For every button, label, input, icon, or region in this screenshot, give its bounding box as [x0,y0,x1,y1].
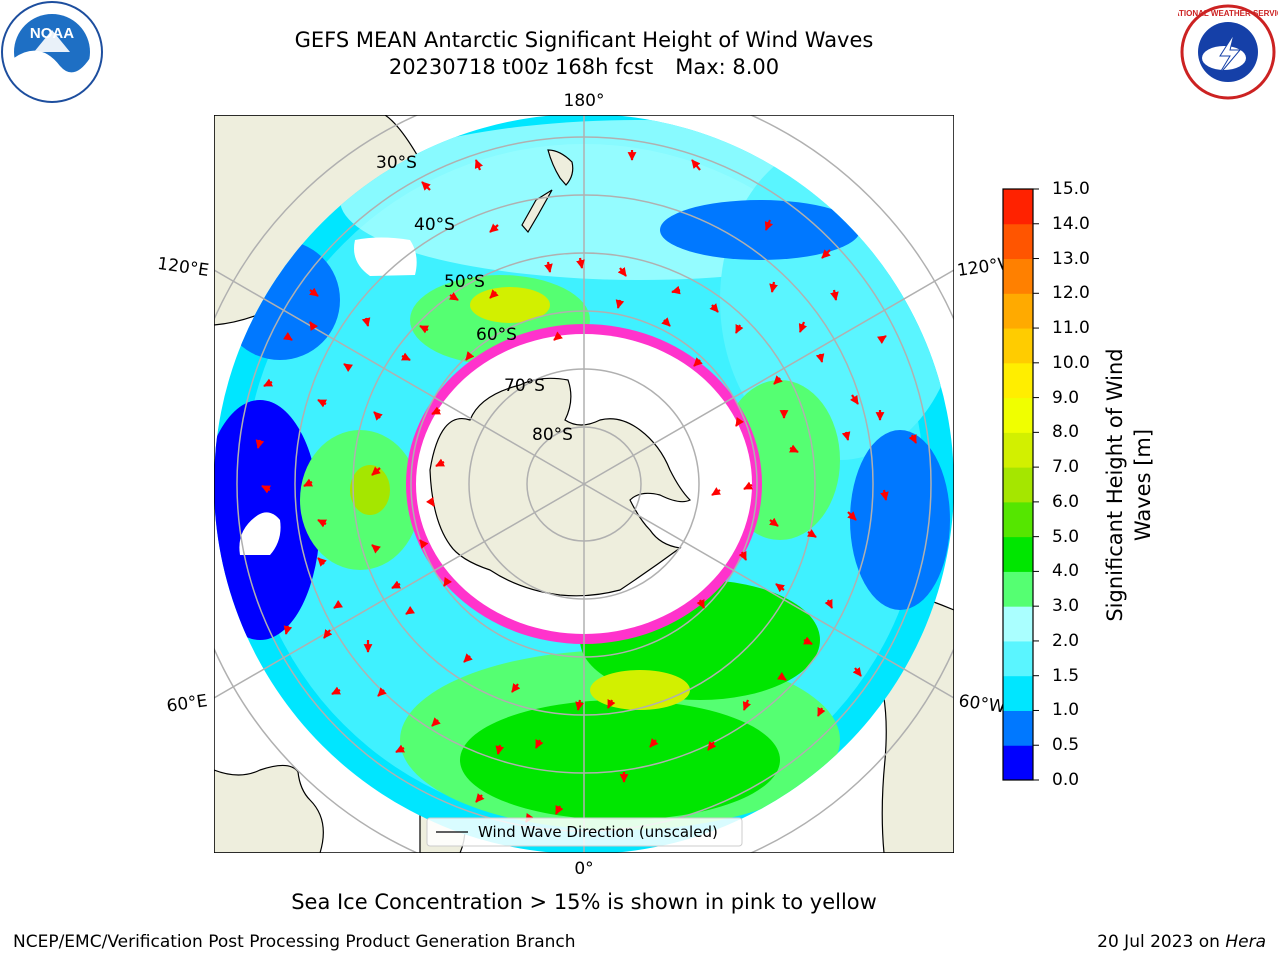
colorbar-segment [1003,467,1033,503]
colorbar-segment [1003,397,1033,433]
graticule [214,115,954,853]
colorbar-segment [1003,328,1033,364]
map-title: GEFS MEAN Antarctic Significant Height o… [294,28,874,52]
colorbar-segment [1003,258,1033,294]
map-subtitle: 20230718 t00z 168h fcst Max: 8.00 [214,53,954,81]
colorbar-segment [1003,571,1033,607]
nws-text: NATIONAL WEATHER SERVICE [1178,9,1278,18]
lat-label-70s: 70°S [504,376,545,396]
colorbar-tick-label: 8.0 [1052,422,1080,443]
land-africa [214,764,324,853]
colorbar-tick-label: 11.0 [1052,318,1090,339]
colorbar-tick-label: 2.0 [1052,630,1080,651]
run-host: Hera [1225,932,1266,952]
lat-label-60s: 60°S [476,325,517,345]
lat-label-50s: 50°S [444,272,485,292]
colorbar-segment [1003,293,1033,329]
colorbar-segment [1003,189,1033,225]
run-info: 20230718 t00z 168h fcst [388,55,654,79]
colorbar-tick-label: 0.0 [1052,770,1080,790]
producer-credit: NCEP/EMC/Verification Post Processing Pr… [13,932,576,952]
lon-label-60w: 60°W [957,691,1006,717]
noaa-text: NOAA [30,25,74,42]
run-date-text: 20 Jul 2023 on [1097,932,1220,952]
wind-wave-arrows [255,150,917,823]
colorbar-segment [1003,745,1033,781]
colorbar-segment [1003,710,1033,746]
colorbar-segment [1003,223,1033,260]
colorbar-tick-label: 15.0 [1052,179,1090,199]
colorbar-tick-label: 6.0 [1052,491,1080,512]
lat-label-30s: 30°S [376,153,417,173]
colorbar-tick-label: 1.0 [1052,700,1080,721]
nws-logo: NATIONAL WEATHER SERVICE [1178,4,1278,100]
colorbar-tick-label: 13.0 [1052,248,1090,269]
sea-ice-caption: Sea Ice Concentration > 15% is shown in … [291,890,877,914]
colorbar-segment [1003,536,1033,572]
colorbar-tick-label: 7.0 [1052,457,1080,478]
lon-label-0: 0° [574,859,593,879]
colorbar-label: Significant Height of Wind Waves [m] [1103,348,1155,622]
lon-label-180: 180° [564,91,605,111]
colorbar-segment [1003,675,1033,711]
colorbar [1003,188,1039,781]
colorbar-tick-label: 0.5 [1052,735,1080,756]
colorbar-tick-label: 10.0 [1052,352,1090,373]
colorbar-tick-label: 14.0 [1052,213,1090,234]
colorbar-tick-label: 9.0 [1052,387,1080,408]
noaa-logo: NOAA [1,1,103,103]
colorbar-tick-label: 4.0 [1052,561,1080,582]
colorbar-tick-label: 5.0 [1052,526,1080,547]
colorbar-tick-label: 1.5 [1052,665,1080,686]
colorbar-tick-label: 12.0 [1052,283,1090,304]
colorbar-segment [1003,606,1033,642]
lat-label-80s: 80°S [532,425,573,445]
colorbar-segment [1003,432,1033,468]
run-date: 20 Jul 2023 on Hera [1097,932,1266,952]
colorbar-tick-label: 3.0 [1052,596,1080,617]
legend-label: Wind Wave Direction (unscaled) [478,823,718,841]
lat-label-40s: 40°S [414,215,455,235]
arrow-legend: Wind Wave Direction (unscaled) [426,817,743,847]
colorbar-segment [1003,640,1033,677]
colorbar-segment [1003,501,1033,538]
map-area [214,115,954,853]
lon-label-60e: 60°E [165,691,208,716]
lon-label-120e: 120°E [156,254,210,281]
colorbar-segment [1003,362,1033,399]
max-value: Max: 8.00 [675,55,780,79]
colorbar-frame [1002,188,1034,781]
